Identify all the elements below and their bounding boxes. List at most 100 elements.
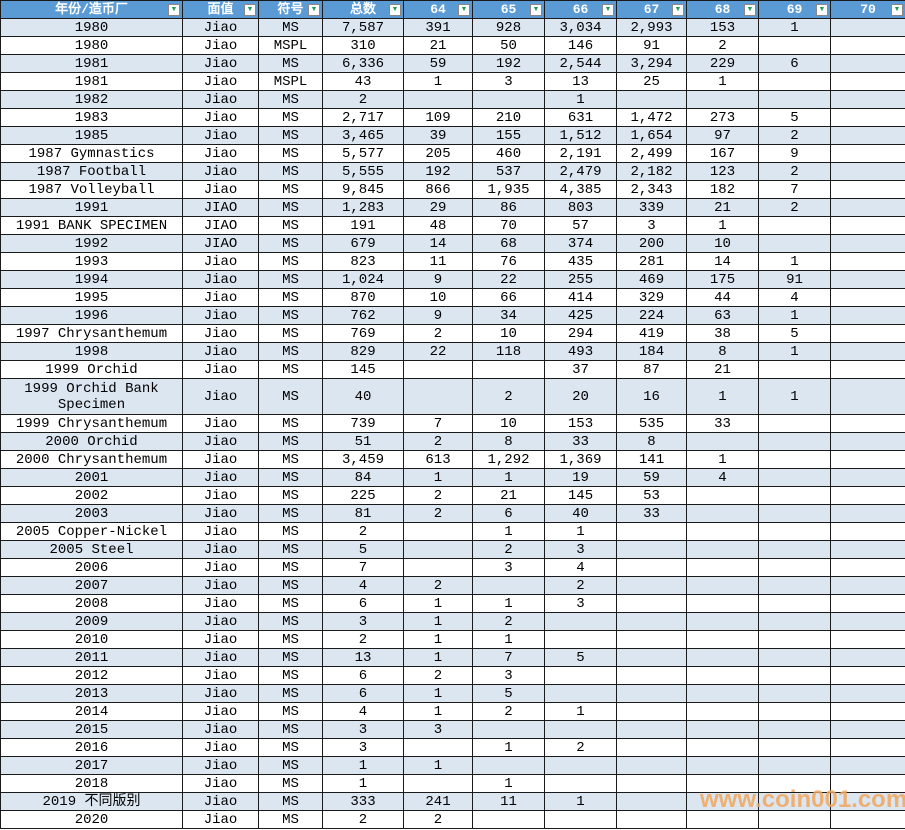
cell[interactable] <box>686 666 759 685</box>
cell[interactable]: Jiao <box>182 324 259 343</box>
cell[interactable] <box>686 810 759 829</box>
cell[interactable]: 1985 <box>0 126 183 145</box>
cell[interactable]: 1994 <box>0 270 183 289</box>
cell[interactable]: 3 <box>322 612 404 631</box>
cell[interactable]: 22 <box>403 342 473 361</box>
cell[interactable]: 1 <box>544 792 617 811</box>
cell[interactable]: MS <box>258 108 323 127</box>
cell[interactable]: 14 <box>403 234 473 253</box>
cell[interactable]: MS <box>258 666 323 685</box>
cell[interactable] <box>830 18 905 37</box>
cell[interactable]: 21 <box>686 360 759 379</box>
cell[interactable]: 1 <box>472 738 545 757</box>
filter-dropdown-button[interactable]: ▼ <box>530 3 542 16</box>
cell[interactable]: 2 <box>403 504 473 523</box>
cell[interactable]: 9 <box>403 270 473 289</box>
cell[interactable] <box>758 702 831 721</box>
cell[interactable] <box>472 756 545 775</box>
cell[interactable]: 1 <box>544 90 617 109</box>
cell[interactable] <box>830 504 905 523</box>
cell[interactable]: 76 <box>472 252 545 271</box>
cell[interactable]: 435 <box>544 252 617 271</box>
cell[interactable] <box>830 234 905 253</box>
cell[interactable]: 1 <box>544 702 617 721</box>
cell[interactable]: 425 <box>544 306 617 325</box>
cell[interactable] <box>758 486 831 505</box>
cell[interactable]: 1 <box>758 306 831 325</box>
cell[interactable] <box>544 612 617 631</box>
cell[interactable]: 34 <box>472 306 545 325</box>
cell[interactable]: 59 <box>403 54 473 73</box>
cell[interactable] <box>616 558 687 577</box>
cell[interactable]: Jiao <box>182 594 259 613</box>
cell[interactable]: 48 <box>403 216 473 235</box>
cell[interactable] <box>616 522 687 541</box>
cell[interactable]: 7 <box>322 558 404 577</box>
cell[interactable] <box>686 522 759 541</box>
cell[interactable]: MS <box>258 594 323 613</box>
cell[interactable] <box>830 702 905 721</box>
cell[interactable]: Jiao <box>182 468 259 487</box>
cell[interactable] <box>686 720 759 739</box>
cell[interactable]: MS <box>258 180 323 199</box>
cell[interactable]: 1 <box>758 252 831 271</box>
cell[interactable]: 3 <box>544 594 617 613</box>
cell[interactable]: 205 <box>403 144 473 163</box>
cell[interactable]: 2 <box>472 540 545 559</box>
cell[interactable]: MS <box>258 216 323 235</box>
cell[interactable]: 414 <box>544 288 617 307</box>
cell[interactable]: 1 <box>322 774 404 793</box>
cell[interactable] <box>616 90 687 109</box>
cell[interactable] <box>830 288 905 307</box>
cell[interactable]: 50 <box>472 36 545 55</box>
cell[interactable] <box>758 810 831 829</box>
cell[interactable]: 255 <box>544 270 617 289</box>
cell[interactable] <box>403 378 473 415</box>
cell[interactable]: 224 <box>616 306 687 325</box>
cell[interactable]: 1991 <box>0 198 183 217</box>
cell[interactable]: MS <box>258 738 323 757</box>
cell[interactable] <box>830 162 905 181</box>
cell[interactable]: 7 <box>758 180 831 199</box>
cell[interactable] <box>758 414 831 433</box>
cell[interactable]: Jiao <box>182 792 259 811</box>
cell[interactable] <box>758 504 831 523</box>
cell[interactable] <box>472 720 545 739</box>
cell[interactable]: 3,294 <box>616 54 687 73</box>
cell[interactable]: 2 <box>472 612 545 631</box>
cell[interactable]: 1993 <box>0 252 183 271</box>
cell[interactable]: 155 <box>472 126 545 145</box>
cell[interactable]: 53 <box>616 486 687 505</box>
filter-dropdown-button[interactable]: ▼ <box>168 3 180 16</box>
cell[interactable] <box>830 684 905 703</box>
cell[interactable]: 22 <box>472 270 545 289</box>
cell[interactable]: 310 <box>322 36 404 55</box>
cell[interactable] <box>758 558 831 577</box>
cell[interactable]: 5 <box>472 684 545 703</box>
cell[interactable]: 2 <box>322 630 404 649</box>
cell[interactable] <box>616 648 687 667</box>
cell[interactable]: 123 <box>686 162 759 181</box>
cell[interactable]: 2 <box>758 126 831 145</box>
cell[interactable] <box>830 90 905 109</box>
cell[interactable]: 9 <box>403 306 473 325</box>
cell[interactable]: Jiao <box>182 486 259 505</box>
cell[interactable]: 2018 <box>0 774 183 793</box>
cell[interactable]: 1,512 <box>544 126 617 145</box>
cell[interactable]: 2 <box>472 378 545 415</box>
cell[interactable]: MS <box>258 432 323 451</box>
cell[interactable]: 1,472 <box>616 108 687 127</box>
cell[interactable]: Jiao <box>182 342 259 361</box>
cell[interactable] <box>758 756 831 775</box>
cell[interactable]: 6 <box>322 594 404 613</box>
cell[interactable]: 1 <box>686 378 759 415</box>
cell[interactable]: 339 <box>616 198 687 217</box>
cell[interactable]: 63 <box>686 306 759 325</box>
cell[interactable]: 5 <box>322 540 404 559</box>
cell[interactable] <box>616 792 687 811</box>
cell[interactable]: 40 <box>544 504 617 523</box>
cell[interactable]: 1 <box>403 756 473 775</box>
cell[interactable] <box>758 90 831 109</box>
cell[interactable]: 66 <box>472 288 545 307</box>
cell[interactable] <box>403 360 473 379</box>
